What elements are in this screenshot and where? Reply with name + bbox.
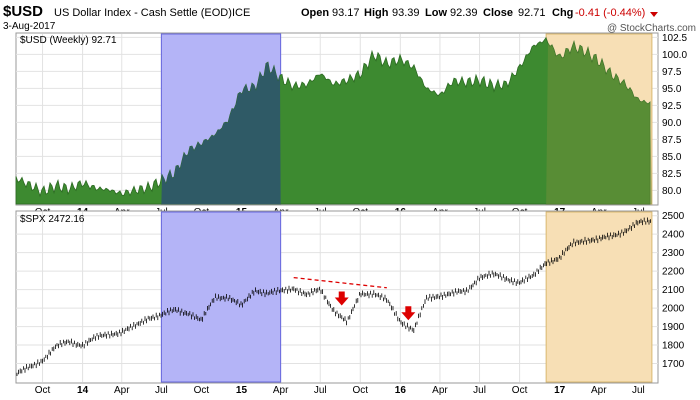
down-arrow-icon (401, 306, 416, 321)
high-label: High (364, 7, 389, 19)
y-tick-label: 80.0 (662, 186, 682, 197)
y-tick-label: 90.0 (662, 118, 682, 129)
close-label: Close (483, 7, 513, 19)
x-tick-label: Jul (314, 385, 327, 396)
low-label: Low (425, 7, 447, 19)
symbol: $USD (3, 3, 43, 20)
x-tick-label: Apr (273, 385, 289, 396)
x-tick-label: Jul (473, 385, 486, 396)
usd-area (15, 36, 652, 205)
y-tick-label: 2000 (662, 304, 685, 315)
watermark: @ StockCharts.com (607, 23, 696, 34)
y-tick-label: 97.5 (662, 67, 682, 78)
shaded-period-orange (545, 211, 653, 383)
shaded-period-blue (160, 211, 282, 383)
x-tick-label: Oct (194, 385, 210, 396)
y-tick-label: 85.0 (662, 152, 682, 163)
y-tick-label: 2400 (662, 230, 685, 241)
y-tick-label: 87.5 (662, 135, 682, 146)
spx-shaded-periods (160, 211, 653, 383)
y-tick-label: 1800 (662, 341, 685, 352)
close-value: 92.71 (518, 7, 546, 19)
y-tick-label: 95.0 (662, 84, 682, 95)
y-tick-label: 92.5 (662, 101, 682, 112)
y-tick-label: 2300 (662, 248, 685, 259)
x-tick-label: Oct (512, 385, 528, 396)
usd-area-fill-highlight (161, 62, 281, 205)
chg-value: -0.41 (-0.44%) (575, 7, 645, 19)
x-tick-label: 16 (395, 385, 407, 396)
spx-y-axis: 1700 1800 1900 2000 2100 2200 2300 2400 2500 (662, 211, 685, 370)
x-tick-label: Jul (155, 385, 168, 396)
usd-legend: $USD (Weekly) 92.71 (20, 35, 117, 46)
x-tick-label: 17 (554, 385, 566, 396)
x-tick-label: Apr (114, 385, 130, 396)
y-tick-label: 1900 (662, 322, 685, 333)
chg-label: Chg (552, 7, 573, 19)
y-tick-label: 2200 (662, 267, 685, 278)
x-tick-label: Apr (432, 385, 448, 396)
open-label: Open (301, 7, 329, 19)
down-triangle-icon (650, 12, 658, 17)
spx-panel: 1700 1800 1900 2000 2100 2200 2300 2400 2500 Oct… (15, 210, 685, 396)
trendline (293, 276, 387, 289)
y-tick-label: 1700 (662, 359, 685, 370)
spx-legend: $SPX 2472.16 (20, 214, 85, 225)
spx-price-bars (16, 217, 651, 376)
spx-annotations (293, 276, 416, 321)
y-tick-label: 2500 (662, 211, 685, 222)
x-tick-label: Oct (353, 385, 369, 396)
down-arrow-icon (334, 291, 349, 306)
usd-y-axis: 80.0 82.5 85.0 87.5 90.0 92.5 95.0 97.5 100.0 102… (662, 33, 687, 197)
low-value: 92.39 (450, 7, 478, 19)
x-tick-label: Apr (591, 385, 607, 396)
chart-header: $USD US Dollar Index - Cash Settle (EOD)… (3, 3, 696, 34)
high-value: 93.39 (392, 7, 420, 19)
chart-date: 3-Aug-2017 (3, 21, 56, 32)
x-tick-label: Jul (632, 385, 645, 396)
instrument-name: US Dollar Index - Cash Settle (EOD) (54, 7, 232, 19)
usd-area-fill (15, 36, 651, 205)
open-value: 93.17 (332, 7, 360, 19)
x-tick-label: 14 (77, 385, 89, 396)
usd-panel: 80.0 82.5 85.0 87.5 90.0 92.5 95.0 97.5 100.0 102… (15, 32, 687, 218)
exchange-label: ICE (232, 7, 250, 19)
y-tick-label: 82.5 (662, 169, 682, 180)
usd-area-fill-tint (546, 41, 652, 205)
x-tick-label: 15 (236, 385, 248, 396)
y-tick-label: 100.0 (662, 50, 687, 61)
y-tick-label: 102.5 (662, 33, 687, 44)
x-tick-label: Oct (35, 385, 51, 396)
spx-x-axis: Oct 14 Apr Jul Oct 15 Apr Jul Oct 16 Apr Jul Oct 17 Ap… (35, 385, 645, 396)
y-tick-label: 2100 (662, 285, 685, 296)
